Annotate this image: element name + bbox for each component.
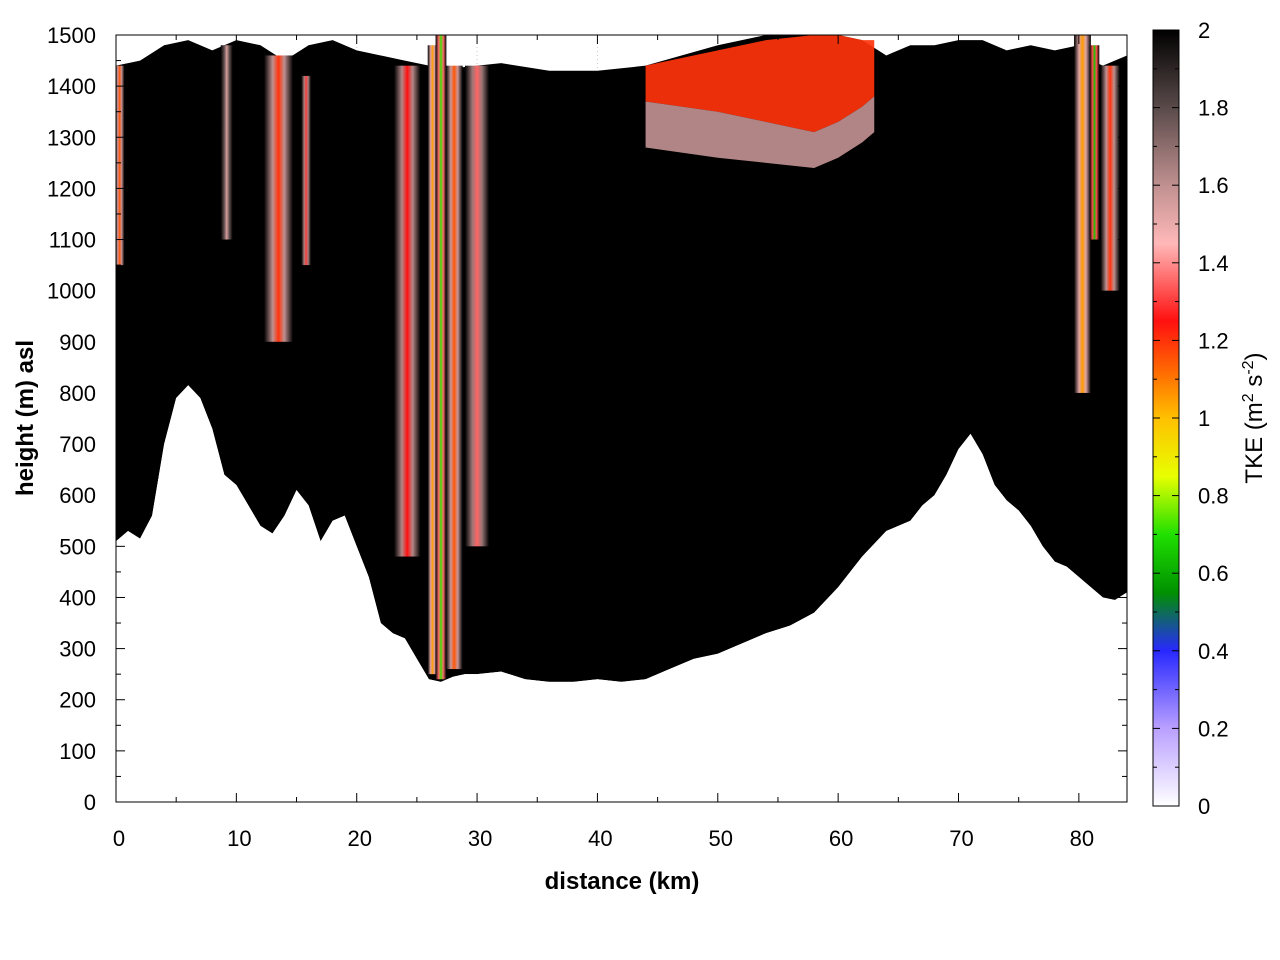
colorbar-tick-label: 1.8 <box>1198 96 1229 121</box>
y-tick-label: 400 <box>59 585 96 610</box>
x-axis-ticks: 0 10 20 30 40 50 60 70 80 <box>113 35 1094 851</box>
colorbar-tick-label: 1.6 <box>1198 173 1229 198</box>
colorbar-tick-label: 0.8 <box>1198 484 1229 509</box>
y-axis-title: height (m) asl <box>12 340 39 496</box>
x-tick-label: 20 <box>347 826 371 851</box>
colorbar-ticks: 0 0.2 0.4 0.6 0.8 1 1.2 1.4 1.6 1.8 2 <box>1153 18 1229 819</box>
tke-column <box>301 75 311 266</box>
x-tick-label: 80 <box>1070 826 1094 851</box>
x-tick-label: 30 <box>468 826 492 851</box>
y-tick-label: 200 <box>59 688 96 713</box>
colorbar-tick-label: 0.6 <box>1198 561 1229 586</box>
tke-field <box>116 35 1127 682</box>
colorbar-tick-label: 0.4 <box>1198 639 1229 664</box>
colorbar-title: TKE (m2 s-2) <box>1240 352 1268 483</box>
tke-column <box>445 65 463 670</box>
y-tick-label: 900 <box>59 330 96 355</box>
y-tick-label: 500 <box>59 534 96 559</box>
x-tick-label: 40 <box>588 826 612 851</box>
y-tick-label: 1400 <box>47 74 96 99</box>
x-tick-label: 70 <box>949 826 973 851</box>
tke-column <box>1074 35 1091 393</box>
tke-band <box>645 35 875 133</box>
colorbar-tick-label: 1.2 <box>1198 328 1229 353</box>
tke-column <box>220 45 233 240</box>
colorbar-tick-label: 1 <box>1198 406 1210 431</box>
tke-column <box>116 65 125 266</box>
y-tick-label: 1000 <box>47 279 96 304</box>
y-tick-label: 300 <box>59 637 96 662</box>
tke-column <box>394 65 421 557</box>
y-tick-label: 800 <box>59 381 96 406</box>
tke-column <box>435 35 447 680</box>
stable-background-field <box>116 35 1127 682</box>
colorbar-tick-label: 0.2 <box>1198 716 1229 741</box>
y-tick-label: 700 <box>59 432 96 457</box>
tke-column <box>427 45 438 675</box>
colorbar-tick-label: 2 <box>1198 18 1210 43</box>
colorbar-tick-label: 0 <box>1198 794 1210 819</box>
y-axis-ticks: 0 100 200 300 400 500 600 700 800 900 1000 1100 1200… <box>47 23 1127 815</box>
y-tick-label: 100 <box>59 739 96 764</box>
tke-column <box>465 65 490 547</box>
y-tick-label: 1300 <box>47 125 96 150</box>
terrain-profile <box>116 385 1127 802</box>
colorbar-tick-label: 1.4 <box>1198 251 1229 276</box>
x-tick-label: 0 <box>113 826 125 851</box>
x-tick-label: 10 <box>227 826 251 851</box>
tke-band <box>645 96 875 168</box>
x-axis-title: distance (km) <box>545 868 700 895</box>
y-tick-label: 1200 <box>47 176 96 201</box>
tke-column <box>264 55 293 342</box>
tke-column <box>1089 45 1100 240</box>
x-tick-label: 50 <box>709 826 733 851</box>
x-tick-label: 60 <box>829 826 853 851</box>
terrain <box>116 385 1127 802</box>
y-tick-label: 600 <box>59 483 96 508</box>
tke-column <box>1100 65 1120 291</box>
y-tick-label: 1100 <box>49 228 96 253</box>
y-tick-label: 1500 <box>47 23 96 48</box>
y-tick-label: 0 <box>84 790 96 815</box>
